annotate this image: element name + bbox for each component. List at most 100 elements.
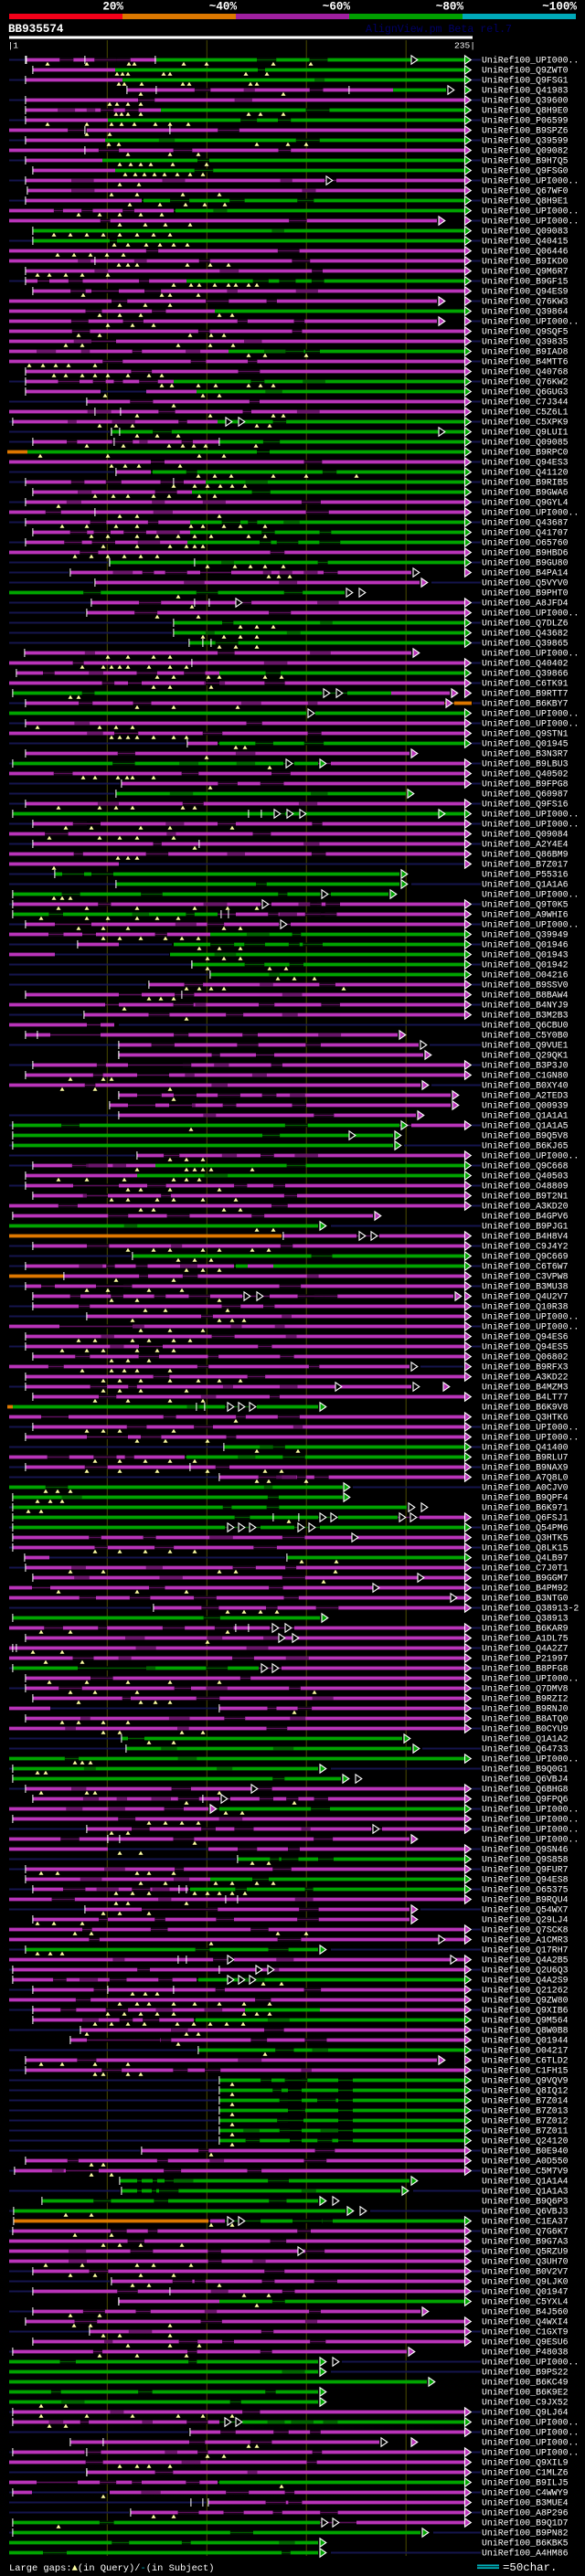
svg-text:UniRef100_A8JFD4: UniRef100_A8JFD4: [482, 598, 569, 608]
svg-text:UniRef100_UPI000..: UniRef100_UPI000..: [482, 1150, 579, 1161]
svg-text:UniRef100_B7Z011: UniRef100_B7Z011: [482, 2125, 569, 2136]
svg-text:UniRef100_Q39600: UniRef100_Q39600: [482, 95, 569, 105]
svg-text:UniRef100_UPI000..: UniRef100_UPI000..: [482, 919, 579, 929]
svg-text:UniRef100_UPI000..: UniRef100_UPI000..: [482, 1814, 579, 1824]
svg-text:UniRef100_Q4LB97: UniRef100_Q4LB97: [482, 1553, 569, 1563]
svg-text:UniRef100_Q41983: UniRef100_Q41983: [482, 85, 569, 95]
svg-text:UniRef100_UPI000..: UniRef100_UPI000..: [482, 889, 579, 899]
svg-text:UniRef100_Q01946: UniRef100_Q01946: [482, 939, 569, 949]
svg-text:UniRef100_Q01944: UniRef100_Q01944: [482, 2035, 569, 2045]
svg-text:UniRef100_B4MTT6: UniRef100_B4MTT6: [482, 356, 569, 366]
svg-text:|1: |1: [8, 40, 19, 50]
svg-text:UniRef100_Q9S858: UniRef100_Q9S858: [482, 1854, 569, 1864]
svg-text:UniRef100_Q4A2Z7: UniRef100_Q4A2Z7: [482, 1643, 569, 1653]
svg-text:UniRef100_B9PN82: UniRef100_B9PN82: [482, 2528, 569, 2538]
svg-text:UniRef100_Q39864: UniRef100_Q39864: [482, 306, 569, 316]
svg-text:UniRef100_UPI000..: UniRef100_UPI000..: [482, 2357, 579, 2367]
svg-text:UniRef100_Q10R38: UniRef100_Q10R38: [482, 1301, 569, 1311]
svg-text:UniRef100_A4HM86: UniRef100_A4HM86: [482, 2548, 569, 2558]
svg-text:UniRef100_B9RLU7: UniRef100_B9RLU7: [482, 1452, 569, 1462]
svg-text:UniRef100_B9Q0G1: UniRef100_B9Q0G1: [482, 1764, 569, 1774]
svg-text:UniRef100_Q9VUE1: UniRef100_Q9VUE1: [482, 1040, 569, 1050]
svg-text:UniRef100_Q9C669: UniRef100_Q9C669: [482, 1251, 569, 1261]
svg-text:UniRef100_A2TED3: UniRef100_A2TED3: [482, 1090, 569, 1100]
svg-text:UniRef100_Q76KW2: UniRef100_Q76KW2: [482, 376, 569, 387]
svg-text:UniRef100_UPI000..: UniRef100_UPI000..: [482, 507, 579, 517]
svg-text:UniRef100_Q6GUG3: UniRef100_Q6GUG3: [482, 387, 569, 397]
svg-text:UniRef100_Q01947: UniRef100_Q01947: [482, 2286, 569, 2296]
svg-text:UniRef100_Q9ZWT0: UniRef100_Q9ZWT0: [482, 65, 569, 75]
svg-text:UniRef100_B9RIB5: UniRef100_B9RIB5: [482, 477, 569, 487]
svg-text:UniRef100_B8BAW4: UniRef100_B8BAW4: [482, 990, 569, 1000]
svg-text:AlignView.pm Beta rel.7: AlignView.pm Beta rel.7: [366, 24, 512, 36]
svg-text:UniRef100_B0V2V7: UniRef100_B0V2V7: [482, 2266, 569, 2276]
svg-text:UniRef100_Q40502: UniRef100_Q40502: [482, 769, 569, 779]
svg-text:UniRef100_A8P296: UniRef100_A8P296: [482, 2507, 569, 2518]
svg-text:UniRef100_B4J560: UniRef100_B4J560: [482, 2306, 569, 2316]
svg-text:UniRef100_Q9VQV9: UniRef100_Q9VQV9: [482, 2075, 569, 2085]
svg-text:UniRef100_Q38913-2: UniRef100_Q38913-2: [482, 1603, 579, 1613]
svg-text:UniRef100_UPI000..: UniRef100_UPI000..: [482, 2417, 579, 2427]
svg-text:UniRef100_B6K9E2: UniRef100_B6K9E2: [482, 2387, 569, 2397]
svg-text:UniRef100_Q21262: UniRef100_Q21262: [482, 1985, 569, 1995]
svg-text:UniRef100_Q8W0B8: UniRef100_Q8W0B8: [482, 2025, 569, 2035]
svg-text:UniRef100_C5Z6L1: UniRef100_C5Z6L1: [482, 407, 569, 417]
svg-text:UniRef100_UPI000..: UniRef100_UPI000..: [482, 1673, 579, 1683]
svg-text:UniRef100_P06599: UniRef100_P06599: [482, 115, 569, 125]
svg-text:UniRef100_Q9ESU6: UniRef100_Q9ESU6: [482, 2337, 569, 2347]
svg-text:UniRef100_Q9LUI1: UniRef100_Q9LUI1: [482, 427, 569, 437]
svg-text:20%: 20%: [102, 1, 123, 14]
svg-text:UniRef100_B0XY40: UniRef100_B0XY40: [482, 1080, 569, 1090]
svg-text:UniRef100_Q9T0K5: UniRef100_Q9T0K5: [482, 899, 569, 909]
svg-text:UniRef100_A0CJV0: UniRef100_A0CJV0: [482, 1482, 569, 1492]
svg-text:UniRef100_Q41400: UniRef100_Q41400: [482, 1442, 569, 1452]
svg-text:UniRef100_UPI000..: UniRef100_UPI000..: [482, 206, 579, 216]
svg-text:UniRef100_Q94ES6: UniRef100_Q94ES6: [482, 1331, 569, 1341]
svg-text:UniRef100_B9Q6P3: UniRef100_B9Q6P3: [482, 2196, 569, 2206]
svg-text:UniRef100_Q6VBJ4: UniRef100_Q6VBJ4: [482, 1774, 569, 1784]
svg-text:UniRef100_B9H7Q5: UniRef100_B9H7Q5: [482, 155, 569, 165]
svg-text:UniRef100_Q64733: UniRef100_Q64733: [482, 1744, 569, 1754]
svg-text:UniRef100_UPI000..: UniRef100_UPI000..: [482, 1754, 579, 1764]
svg-text:UniRef100_B0E940: UniRef100_B0E940: [482, 2146, 569, 2156]
svg-text:UniRef100_UPI000..: UniRef100_UPI000..: [482, 1422, 579, 1432]
svg-text:UniRef100_Q8H9E1: UniRef100_Q8H9E1: [482, 196, 569, 206]
svg-text:UniRef100_Q9FSG1: UniRef100_Q9FSG1: [482, 75, 569, 85]
svg-text:UniRef100_UPI000..: UniRef100_UPI000..: [482, 2447, 579, 2457]
svg-text:UniRef100_Q94ES9: UniRef100_Q94ES9: [482, 286, 569, 296]
svg-text:UniRef100_Q6BHG8: UniRef100_Q6BHG8: [482, 1784, 569, 1794]
svg-text:UniRef100_Q6FSJ1: UniRef100_Q6FSJ1: [482, 1512, 569, 1522]
svg-text:UniRef100_B9SPZ6: UniRef100_B9SPZ6: [482, 125, 569, 135]
svg-text:UniRef100_C5XPK9: UniRef100_C5XPK9: [482, 417, 569, 427]
svg-text:UniRef100_Q2U6Q3: UniRef100_Q2U6Q3: [482, 1965, 569, 1975]
svg-text:UniRef100_Q39835: UniRef100_Q39835: [482, 336, 569, 346]
svg-text:UniRef100_Q17RH7: UniRef100_Q17RH7: [482, 1945, 569, 1955]
svg-text:UniRef100_Q1A1A1: UniRef100_Q1A1A1: [482, 1110, 569, 1120]
svg-text:UniRef100_Q06802: UniRef100_Q06802: [482, 1352, 569, 1362]
svg-text:~80%: ~80%: [436, 1, 464, 14]
svg-text:UniRef100_Q1A1A3: UniRef100_Q1A1A3: [482, 2186, 569, 2196]
svg-text:UniRef100_P55316: UniRef100_P55316: [482, 869, 569, 879]
svg-text:UniRef100_B7Z014: UniRef100_B7Z014: [482, 2095, 569, 2105]
svg-text:UniRef100_B6KBY7: UniRef100_B6KBY7: [482, 698, 569, 708]
svg-text:UniRef100_B6KAR9: UniRef100_B6KAR9: [482, 1623, 569, 1633]
svg-text:UniRef100_B3N3R7: UniRef100_B3N3R7: [482, 748, 569, 758]
svg-text:UniRef100_C6TK91: UniRef100_C6TK91: [482, 678, 569, 688]
svg-text:UniRef100_B7Z017: UniRef100_B7Z017: [482, 859, 569, 869]
svg-text:UniRef100_Q67WF0: UniRef100_Q67WF0: [482, 186, 569, 196]
svg-text:UniRef100_Q9SN46: UniRef100_Q9SN46: [482, 1844, 569, 1854]
svg-text:UniRef100_B7Z012: UniRef100_B7Z012: [482, 2115, 569, 2125]
svg-text:UniRef100_A0D550: UniRef100_A0D550: [482, 2156, 569, 2166]
svg-text:UniRef100_C5YXL4: UniRef100_C5YXL4: [482, 2296, 569, 2306]
svg-text:UniRef100_UPI000..: UniRef100_UPI000..: [482, 216, 579, 226]
svg-text:UniRef100_B9RFX3: UniRef100_B9RFX3: [482, 1362, 569, 1372]
svg-text:UniRef100_Q43687: UniRef100_Q43687: [482, 517, 569, 527]
svg-text:UniRef100_C4WWY9: UniRef100_C4WWY9: [482, 2487, 569, 2497]
svg-text:UniRef100_Q3HTK5: UniRef100_Q3HTK5: [482, 1532, 569, 1542]
svg-text:UniRef100_Q7DMV8: UniRef100_Q7DMV8: [482, 1683, 569, 1693]
svg-text:UniRef100_C6TLD2: UniRef100_C6TLD2: [482, 2055, 569, 2065]
svg-text:UniRef100_Q86BM9: UniRef100_Q86BM9: [482, 849, 569, 859]
svg-text:UniRef100_C1GN80: UniRef100_C1GN80: [482, 1070, 569, 1080]
svg-text:UniRef100_UPI000..: UniRef100_UPI000..: [482, 1321, 579, 1331]
svg-text:UniRef100_B9PHT0: UniRef100_B9PHT0: [482, 588, 569, 598]
